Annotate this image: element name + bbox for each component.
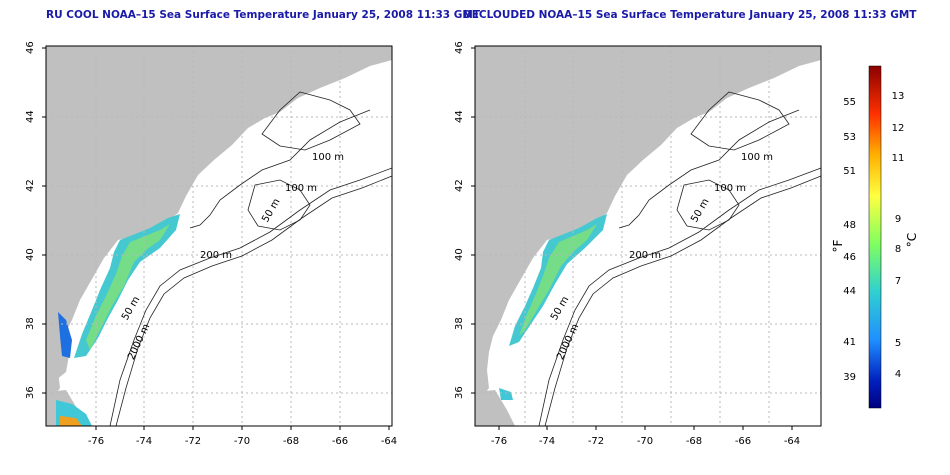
svg-text:41: 41 [843, 337, 856, 348]
svg-text:13: 13 [892, 91, 905, 102]
svg-text:40: 40 [25, 248, 36, 261]
colorbar-celsius-ticks: 13 12 11 9 8 7 5 4 [892, 91, 905, 380]
left-panel-title: RU COOL NOAA–15 Sea Surface Temperature … [46, 9, 480, 21]
svg-text:53: 53 [843, 132, 856, 143]
svg-text:100 m: 100 m [741, 152, 773, 163]
right-land-south [475, 390, 515, 426]
left-grid [46, 46, 392, 426]
svg-text:200 m: 200 m [629, 250, 661, 261]
svg-text:-68: -68 [686, 436, 702, 447]
svg-text:-76: -76 [491, 436, 507, 447]
svg-text:46: 46 [454, 41, 465, 54]
svg-text:12: 12 [892, 123, 905, 134]
svg-text:-66: -66 [735, 436, 751, 447]
left-x-axis: -76 -74 -72 -70 -68 -66 -64 [88, 426, 397, 447]
svg-text:8: 8 [895, 244, 901, 255]
svg-text:42: 42 [454, 179, 465, 192]
left-contours [109, 91, 393, 427]
left-sst-south-warm [60, 416, 82, 426]
svg-text:38: 38 [454, 317, 465, 330]
svg-text:11: 11 [892, 153, 905, 164]
right-grid [475, 46, 821, 426]
svg-text:200 m: 200 m [200, 250, 232, 261]
right-sst-south [499, 388, 513, 400]
svg-text:100 m: 100 m [714, 183, 746, 194]
colorbar-fahrenheit-label: °F [831, 239, 845, 252]
svg-text:38: 38 [25, 317, 36, 330]
svg-text:36: 36 [454, 386, 465, 399]
svg-text:7: 7 [895, 276, 901, 287]
svg-text:-70: -70 [637, 436, 653, 447]
left-sst-swath-green [86, 224, 170, 350]
colorbar-fahrenheit-ticks: 55 53 51 48 46 44 41 39 [843, 97, 856, 383]
svg-text:-76: -76 [88, 436, 104, 447]
svg-text:48: 48 [843, 220, 856, 231]
temperature-colorbar-legend: 55 53 51 48 46 44 41 39 °F 13 12 11 9 8 … [831, 65, 919, 409]
svg-text:-72: -72 [185, 436, 201, 447]
svg-text:100 m: 100 m [312, 152, 344, 163]
svg-text:55: 55 [843, 97, 856, 108]
right-map-area: 100 m 100 m 50 m 200 m 50 m 2000 m [474, 45, 822, 427]
colorbar-celsius-label: °C [905, 233, 919, 247]
svg-text:-70: -70 [234, 436, 250, 447]
right-land-mass [475, 46, 821, 400]
colorbar-gradient [868, 65, 882, 409]
svg-text:42: 42 [25, 179, 36, 192]
right-sst-map: 100 m 100 m 50 m 200 m 50 m 2000 m 36 38… [454, 41, 822, 447]
left-sst-map: 100 m 100 m 50 m 200 m 50 m 2000 m 36 38… [25, 41, 397, 447]
right-x-axis: -76 -74 -72 -70 -68 -66 -64 [491, 426, 800, 447]
left-map-area: 100 m 100 m 50 m 200 m 50 m 2000 m [45, 45, 393, 427]
svg-text:-66: -66 [332, 436, 348, 447]
svg-text:-64: -64 [381, 436, 397, 447]
svg-text:40: 40 [454, 248, 465, 261]
svg-text:-64: -64 [784, 436, 800, 447]
svg-text:36: 36 [25, 386, 36, 399]
svg-text:44: 44 [454, 110, 465, 123]
svg-text:44: 44 [25, 110, 36, 123]
svg-text:100 m: 100 m [285, 183, 317, 194]
svg-text:44: 44 [843, 286, 856, 297]
right-y-axis: 36 38 40 42 44 46 [454, 41, 475, 399]
svg-text:-74: -74 [539, 436, 555, 447]
svg-text:46: 46 [843, 252, 856, 263]
left-y-axis: 36 38 40 42 44 46 [25, 41, 46, 399]
svg-text:-68: -68 [283, 436, 299, 447]
left-land-delmarva [46, 310, 70, 380]
svg-text:-74: -74 [136, 436, 152, 447]
svg-text:51: 51 [843, 166, 856, 177]
right-sst-swath-green [519, 224, 597, 336]
left-land-mass [46, 46, 392, 400]
svg-text:4: 4 [895, 369, 901, 380]
svg-text:46: 46 [25, 41, 36, 54]
right-panel-title: DECLOUDED NOAA–15 Sea Surface Temperatur… [463, 9, 917, 21]
svg-text:9: 9 [895, 214, 901, 225]
svg-text:-72: -72 [588, 436, 604, 447]
svg-text:5: 5 [895, 338, 901, 349]
right-contours [538, 91, 822, 427]
svg-text:39: 39 [843, 372, 856, 383]
